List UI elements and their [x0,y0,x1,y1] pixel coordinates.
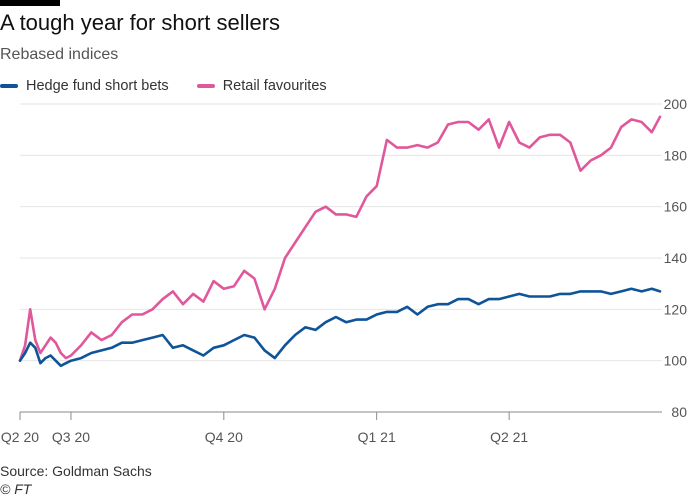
y-tick-label-100: 100 [664,353,688,369]
x-tick-label-3: Q1 21 [358,429,396,445]
x-tick-label-4: Q2 21 [490,429,528,445]
legend-swatch-retail [196,84,215,88]
chart-title: A tough year for short sellers [0,10,281,35]
x-tick-label-0: Q2 20 [1,429,39,445]
line-chart: 80 100 120 140 160 180 200 Q2 20 Q3 20 Q4 20 Q1 21… [1,96,688,445]
legend-item-short-bets: Hedge fund short bets [0,78,169,94]
series-line-retail [18,115,662,362]
legend-label-short-bets: Hedge fund short bets [26,78,169,94]
legend-swatch-short-bets [0,84,18,88]
chart-legend: Hedge fund short bets Retail favourites [0,78,327,94]
x-tick-label-2: Q4 20 [205,429,243,445]
y-tick-label-180: 180 [664,147,688,163]
y-tick-label-160: 160 [664,199,688,215]
ft-credit: © FT [0,481,32,497]
legend-label-retail: Retail favourites [222,78,327,94]
y-tick-label-200: 200 [664,96,688,112]
series-line-short-bets [18,287,662,368]
y-tick-label-140: 140 [664,250,688,266]
ft-brand-bar [0,0,60,6]
y-tick-label-80: 80 [671,404,687,420]
x-tick-label-1: Q3 20 [52,429,90,445]
legend-item-retail: Retail favourites [196,78,327,94]
source-note: Source: Goldman Sachs [0,463,152,479]
y-tick-label-120: 120 [664,301,688,317]
chart-subtitle: Rebased indices [0,46,119,63]
